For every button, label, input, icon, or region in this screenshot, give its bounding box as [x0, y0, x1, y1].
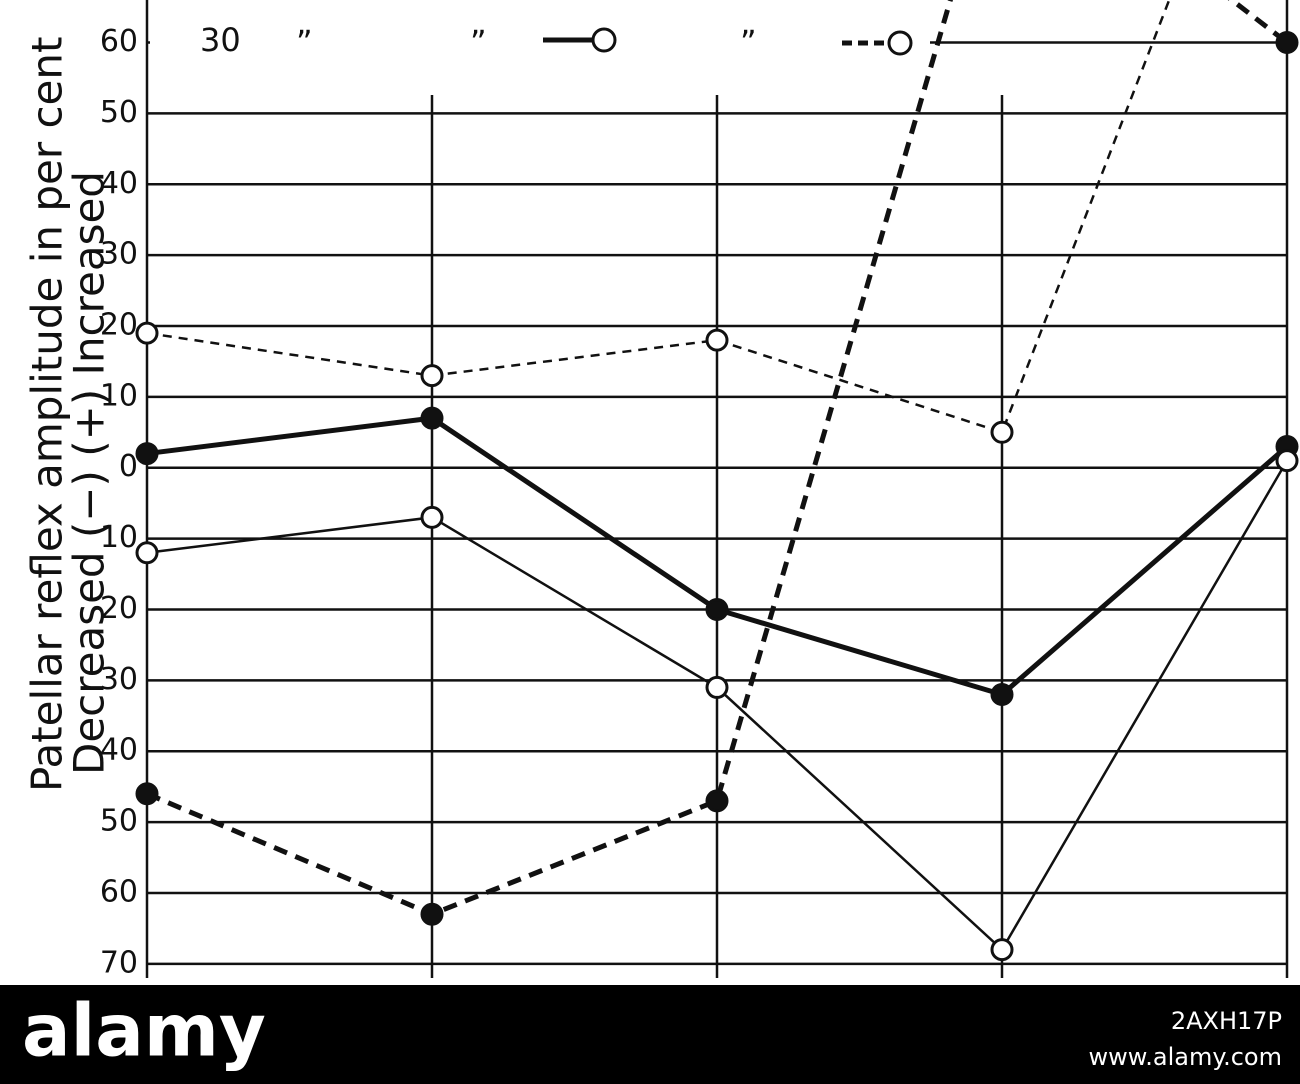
- legend-sample-marker: [591, 27, 617, 53]
- y-tick-label: 50: [100, 804, 138, 839]
- y-tick-label: 40: [100, 166, 138, 201]
- watermark-brand: alamy: [22, 989, 266, 1073]
- y-axis-label: Decreased (−) (+) Increased: [65, 171, 114, 775]
- y-tick-label: 20: [100, 308, 138, 343]
- legend-ditto: ”: [740, 23, 757, 61]
- y-axis-label: Patellar reflex amplitude in per cent: [23, 37, 72, 793]
- y-tick-label: 30: [100, 662, 138, 697]
- data-point: [420, 902, 444, 926]
- y-tick-label: 70: [100, 945, 138, 980]
- data-point: [705, 675, 729, 699]
- plot-area: [135, 0, 1299, 962]
- data-point: [135, 442, 159, 466]
- background: [0, 0, 1300, 985]
- y-tick-label: 10: [100, 520, 138, 555]
- watermark-id: 2AXH17P: [1171, 1007, 1282, 1035]
- y-tick-label: 0: [119, 449, 138, 484]
- legend-label: 30: [200, 21, 241, 59]
- data-point: [1275, 31, 1299, 55]
- y-tick-label: 60: [100, 874, 138, 909]
- y-ticks: 60 50 40 30 20 10 0 10 20 30 40 50 60 70: [100, 24, 138, 980]
- data-point: [1275, 449, 1299, 473]
- y-tick-label: 50: [100, 95, 138, 130]
- data-point: [420, 364, 444, 388]
- y-tick-label: 30: [100, 237, 138, 272]
- data-point: [990, 420, 1014, 444]
- watermark-bar: [0, 985, 1300, 1084]
- data-point: [990, 683, 1014, 707]
- y-tick-label: 40: [100, 733, 138, 768]
- data-point: [420, 505, 444, 529]
- y-tick-label: 20: [100, 591, 138, 626]
- data-point: [705, 328, 729, 352]
- data-point: [135, 782, 159, 806]
- legend-sample-marker: [887, 30, 913, 56]
- y-tick-label: 60: [100, 24, 138, 59]
- legend: 30 ” ” ”: [150, 18, 930, 66]
- legend-ditto: ”: [296, 23, 313, 61]
- series-line: [146, 0, 1171, 434]
- data-point: [135, 541, 159, 565]
- grid: [145, 0, 1289, 978]
- data-point: [135, 321, 159, 345]
- y-tick-label: 10: [100, 378, 138, 413]
- watermark-url: www.alamy.com: [1089, 1043, 1282, 1071]
- data-point: [420, 406, 444, 430]
- data-point: [705, 789, 729, 813]
- data-point: [705, 597, 729, 621]
- data-point: [990, 938, 1014, 962]
- legend-ditto: ”: [470, 23, 487, 61]
- legend-background: [150, 18, 930, 66]
